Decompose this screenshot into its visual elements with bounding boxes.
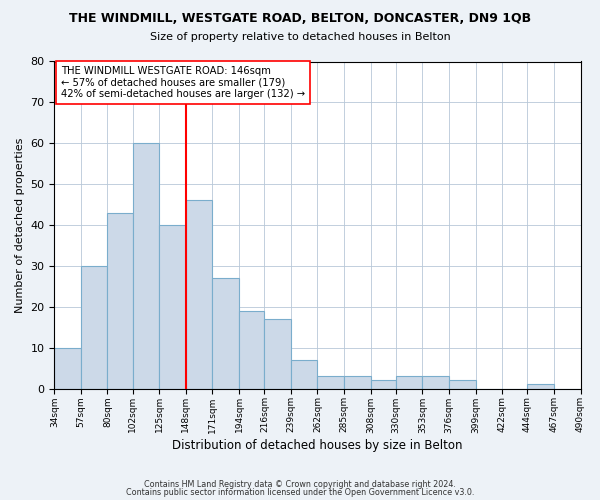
Text: Contains HM Land Registry data © Crown copyright and database right 2024.: Contains HM Land Registry data © Crown c… [144,480,456,489]
Text: THE WINDMILL, WESTGATE ROAD, BELTON, DONCASTER, DN9 1QB: THE WINDMILL, WESTGATE ROAD, BELTON, DON… [69,12,531,26]
Bar [55,348,81,389]
Bar [449,380,476,388]
Bar [81,266,107,388]
Bar [422,376,449,388]
Bar [344,376,371,388]
Bar [107,213,133,388]
Bar [133,144,160,388]
Text: Size of property relative to detached houses in Belton: Size of property relative to detached ho… [149,32,451,42]
Text: Contains public sector information licensed under the Open Government Licence v3: Contains public sector information licen… [126,488,474,497]
Y-axis label: Number of detached properties: Number of detached properties [15,138,25,312]
Bar [239,311,265,388]
Bar [186,200,212,388]
Bar [291,360,317,388]
Bar [265,319,291,388]
Text: THE WINDMILL WESTGATE ROAD: 146sqm
← 57% of detached houses are smaller (179)
42: THE WINDMILL WESTGATE ROAD: 146sqm ← 57%… [61,66,305,99]
Bar [527,384,554,388]
Bar [160,225,186,388]
Bar [212,278,239,388]
X-axis label: Distribution of detached houses by size in Belton: Distribution of detached houses by size … [172,440,463,452]
Bar [317,376,344,388]
Bar [371,380,396,388]
Bar [396,376,422,388]
